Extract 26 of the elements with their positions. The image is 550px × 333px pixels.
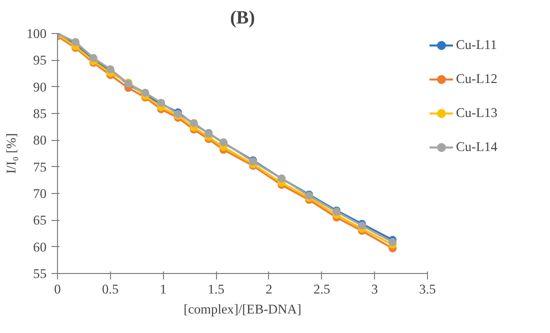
x-tick-label: 1.5 (208, 282, 225, 296)
y-tick-label: 100 (26, 26, 47, 41)
y-tick-label: 80 (33, 132, 47, 148)
point (388, 238, 397, 246)
x-tick-label: 0 (54, 282, 62, 296)
y-tick-label: 95 (33, 52, 47, 68)
x-tick-label: 1 (160, 282, 167, 296)
y-tick-label: 55 (33, 266, 47, 281)
y-tick-label: 70 (33, 186, 47, 201)
x-tick-label: 2.5 (313, 282, 330, 296)
x-axis-title: [complex]/[EB-DNA] (184, 302, 302, 316)
legend-label: Cu-L12 (456, 71, 498, 87)
y-tick-label: 85 (33, 106, 47, 121)
x-tick-label: 2 (266, 282, 272, 296)
legend-label: Cu-L13 (456, 105, 498, 121)
y-tick-label: 65 (33, 212, 47, 228)
x-tick-label: 3.5 (419, 282, 436, 296)
y-tick-label: 60 (33, 239, 47, 254)
legend-label: Cu-L11 (456, 37, 497, 53)
y-tick-label: 75 (33, 159, 47, 174)
x-tick-label: 0.5 (102, 282, 120, 296)
chart-title: (B) (230, 8, 255, 28)
x-tick-label: 3 (371, 282, 378, 296)
y-tick-label: 90 (33, 79, 47, 94)
y-axis-title: I/I₀ [%] (4, 133, 19, 174)
legend-label: Cu-L14 (456, 139, 498, 155)
